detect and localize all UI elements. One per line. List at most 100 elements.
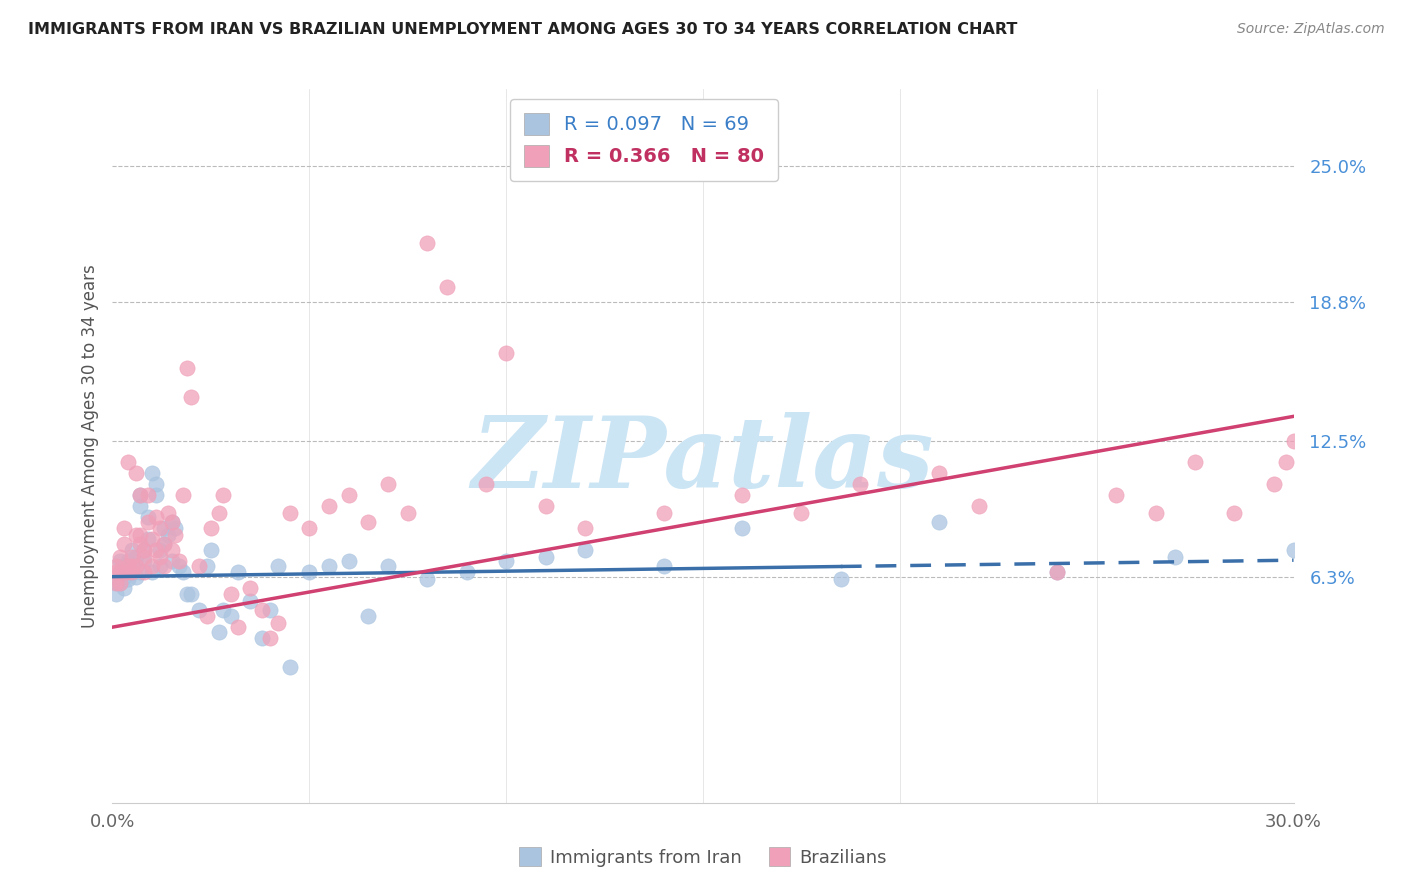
Point: [180, 587, 202, 601]
Point: [239, 594, 262, 608]
Point: [357, 609, 380, 624]
Point: [112, 569, 135, 583]
Point: [136, 510, 159, 524]
Point: [377, 477, 399, 491]
Point: [1223, 506, 1246, 520]
Point: [1046, 566, 1069, 580]
Point: [121, 566, 143, 580]
Point: [110, 549, 132, 564]
Point: [200, 543, 222, 558]
Point: [298, 521, 321, 535]
Point: [200, 521, 222, 535]
Point: [259, 631, 281, 645]
Point: [652, 506, 675, 520]
Point: [105, 558, 128, 573]
Point: [574, 543, 596, 558]
Point: [318, 558, 340, 573]
Point: [132, 554, 155, 568]
Point: [145, 543, 167, 558]
Point: [928, 515, 950, 529]
Point: [830, 572, 852, 586]
Point: [208, 506, 231, 520]
Point: [176, 361, 198, 376]
Point: [337, 554, 360, 568]
Point: [129, 488, 152, 502]
Point: [228, 620, 250, 634]
Point: [152, 521, 174, 535]
Point: [136, 488, 159, 502]
Point: [132, 549, 155, 564]
Point: [165, 528, 187, 542]
Point: [208, 624, 231, 639]
Point: [318, 500, 340, 514]
Legend: Immigrants from Iran, Brazilians: Immigrants from Iran, Brazilians: [510, 838, 896, 876]
Point: [129, 488, 152, 502]
Point: [121, 566, 143, 580]
Point: [112, 558, 135, 573]
Point: [165, 521, 187, 535]
Point: [121, 543, 143, 558]
Point: [1274, 455, 1296, 469]
Point: [267, 615, 290, 630]
Point: [110, 554, 132, 568]
Point: [160, 515, 183, 529]
Point: [156, 528, 179, 542]
Point: [239, 581, 262, 595]
Point: [125, 569, 148, 583]
Point: [357, 515, 380, 529]
Point: [149, 543, 172, 558]
Point: [475, 477, 498, 491]
Point: [132, 543, 155, 558]
Point: [156, 506, 179, 520]
Point: [152, 537, 174, 551]
Text: ZIPatlas: ZIPatlas: [472, 412, 934, 508]
Point: [125, 558, 148, 573]
Text: Source: ZipAtlas.com: Source: ZipAtlas.com: [1237, 22, 1385, 37]
Point: [117, 558, 139, 573]
Point: [105, 566, 128, 580]
Point: [377, 558, 399, 573]
Point: [195, 609, 218, 624]
Point: [250, 631, 273, 645]
Point: [219, 587, 242, 601]
Point: [117, 566, 139, 580]
Point: [188, 558, 211, 573]
Point: [211, 488, 233, 502]
Point: [152, 537, 174, 551]
Point: [112, 581, 135, 595]
Point: [731, 488, 754, 502]
Point: [110, 566, 132, 580]
Point: [149, 549, 172, 564]
Point: [278, 659, 301, 673]
Point: [337, 488, 360, 502]
Point: [849, 477, 872, 491]
Point: [132, 566, 155, 580]
Point: [652, 558, 675, 573]
Point: [172, 566, 194, 580]
Point: [574, 521, 596, 535]
Point: [967, 500, 990, 514]
Point: [160, 515, 183, 529]
Point: [112, 521, 135, 535]
Point: [129, 500, 152, 514]
Point: [219, 609, 242, 624]
Point: [195, 558, 218, 573]
Point: [125, 528, 148, 542]
Point: [211, 602, 233, 616]
Point: [121, 549, 143, 564]
Point: [267, 558, 290, 573]
Point: [1263, 477, 1285, 491]
Point: [141, 467, 163, 481]
Point: [141, 566, 163, 580]
Point: [188, 602, 211, 616]
Point: [117, 566, 139, 580]
Point: [105, 576, 128, 591]
Point: [117, 554, 139, 568]
Point: [250, 602, 273, 616]
Point: [112, 537, 135, 551]
Point: [136, 515, 159, 529]
Point: [169, 554, 191, 568]
Point: [112, 566, 135, 580]
Point: [172, 488, 194, 502]
Point: [105, 587, 128, 601]
